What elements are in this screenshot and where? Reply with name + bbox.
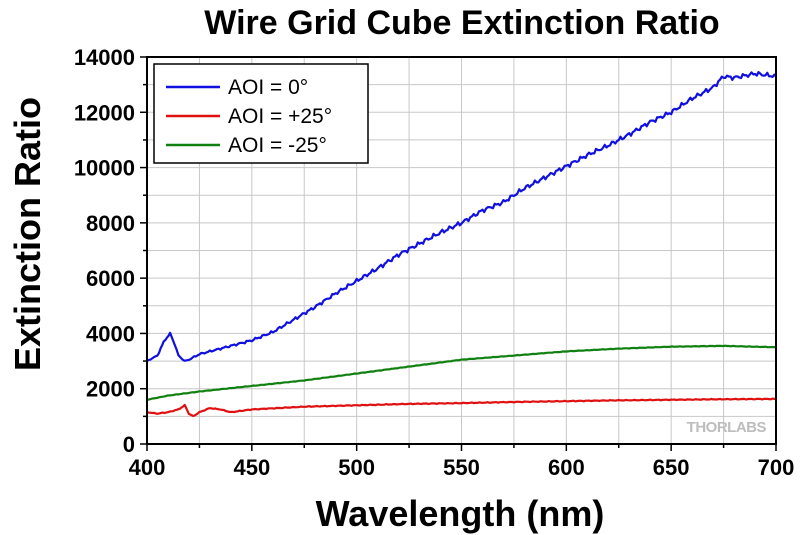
x-tick-label: 450: [233, 455, 270, 480]
x-tick-label: 500: [338, 455, 375, 480]
y-tick-labels: 0 2000 4000 6000 8000 10000 12000 14000: [74, 45, 135, 457]
y-tick-label: 0: [123, 432, 135, 457]
x-tick-label: 550: [443, 455, 480, 480]
series-layer: [146, 70, 777, 418]
x-tick-label: 400: [129, 455, 166, 480]
y-axis-title: Extinction Ratio: [7, 97, 48, 371]
x-tick-label: 600: [548, 455, 585, 480]
x-axis-title: Wavelength (nm): [316, 493, 605, 534]
y-tick-label: 4000: [86, 321, 135, 346]
x-tick-labels: 400 450 500 550 600 650 700: [129, 455, 795, 480]
y-tick-label: 6000: [86, 266, 135, 291]
legend: AOI = 0° AOI = +25° AOI = -25°: [153, 63, 369, 164]
thorlabs-watermark: THORLABS: [687, 419, 767, 436]
legend-label: AOI = -25°: [228, 134, 327, 157]
legend-label: AOI = 0°: [228, 76, 308, 99]
x-tick-label: 650: [653, 455, 690, 480]
y-tick-label: 10000: [74, 156, 135, 181]
series-line-3: [146, 344, 777, 401]
ticks: [140, 56, 777, 451]
series-line-2: [146, 397, 776, 418]
legend-label: AOI = +25°: [228, 105, 332, 128]
legend-box: [153, 63, 369, 164]
series-line-1: [146, 70, 777, 362]
x-tick-label: 700: [758, 455, 795, 480]
y-tick-label: 14000: [74, 45, 135, 70]
chart-title: Wire Grid Cube Extinction Ratio: [204, 4, 719, 42]
y-tick-label: 8000: [86, 211, 135, 236]
legend-items: AOI = 0° AOI = +25° AOI = -25°: [166, 76, 332, 157]
y-tick-label: 12000: [74, 100, 135, 125]
y-tick-label: 2000: [86, 377, 135, 402]
